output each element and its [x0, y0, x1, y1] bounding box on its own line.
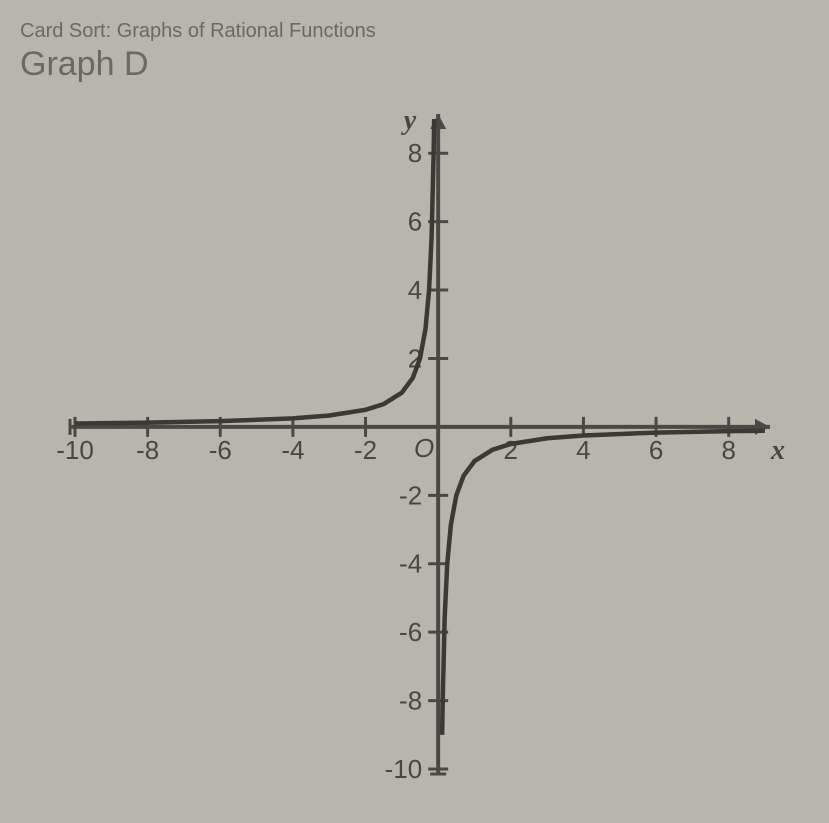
- graph-title: Graph D: [20, 45, 809, 84]
- y-tick-label: -8: [399, 686, 422, 716]
- curve-right-branch: [442, 431, 765, 735]
- x-tick-label: -10: [56, 435, 94, 465]
- y-tick-label: -4: [399, 549, 422, 579]
- x-tick-label: 8: [721, 435, 735, 465]
- y-axis-label: y: [400, 105, 416, 136]
- graph-d-chart: -10-8-6-4-22468-10-8-6-4-22468Oyx: [35, 99, 795, 799]
- y-tick-label: 4: [407, 275, 421, 305]
- x-tick-label: -8: [136, 435, 159, 465]
- chart-svg: -10-8-6-4-22468-10-8-6-4-22468Oyx: [35, 99, 795, 799]
- x-tick-label: -4: [281, 435, 304, 465]
- x-tick-label: 4: [576, 435, 590, 465]
- x-tick-label: 6: [648, 435, 662, 465]
- y-tick-label: -6: [399, 617, 422, 647]
- y-tick-label: 6: [407, 207, 421, 237]
- origin-label: O: [414, 433, 434, 463]
- y-tick-label: 8: [407, 138, 421, 168]
- x-tick-label: -2: [353, 435, 376, 465]
- y-tick-label: -2: [399, 480, 422, 510]
- x-axis-label: x: [770, 435, 785, 466]
- x-tick-label: -6: [208, 435, 231, 465]
- curve-left-branch: [75, 119, 434, 423]
- y-tick-label: -10: [384, 754, 422, 784]
- x-tick-label: 2: [503, 435, 517, 465]
- worksheet-subtitle: Card Sort: Graphs of Rational Functions: [20, 20, 809, 43]
